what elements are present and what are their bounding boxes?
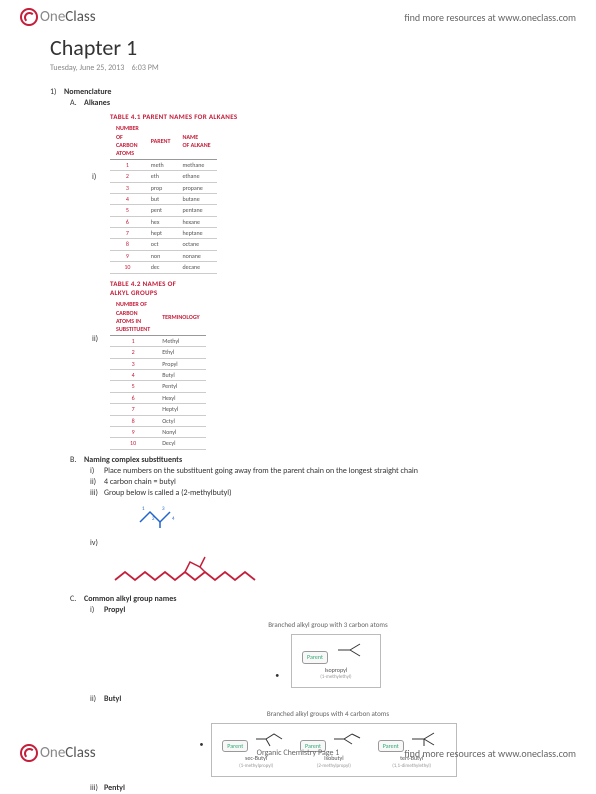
- table-row: 1methmethane: [110, 159, 217, 170]
- parent-tag: Parent: [302, 651, 328, 663]
- roman-i: i): [92, 172, 96, 183]
- svg-text:3: 3: [162, 506, 165, 512]
- svg-text:1: 1: [142, 506, 145, 512]
- section-B: B.Naming complex substituents: [70, 455, 546, 466]
- table-4-2-body: NUMBER OF CARBONATOMS IN SUBSTITUENT TER…: [110, 299, 206, 449]
- logo-icon: [20, 8, 38, 26]
- table-4-1-title: TABLE 4.1 PARENT NAMES FOR ALKANES: [110, 112, 546, 122]
- footer-resources-link[interactable]: find more resources at www.oneclass.com: [404, 747, 576, 760]
- table-row: 4butbutane: [110, 193, 217, 204]
- logo: OneClass: [20, 8, 96, 26]
- table-row: 1Methyl: [110, 335, 206, 346]
- content-area: Chapter 1 Tuesday, June 25, 2013 6:03 PM…: [0, 34, 596, 794]
- table-row: 8Octyl: [110, 415, 206, 426]
- table-row: 7Heptyl: [110, 404, 206, 415]
- item-B-i: i)Place numbers on the substituent going…: [90, 466, 546, 477]
- item-C-iii: iii)Pentyl: [90, 783, 546, 794]
- page-date: Tuesday, June 25, 2013 6:03 PM: [50, 63, 546, 73]
- table-row: 10Decyl: [110, 438, 206, 449]
- page-header: OneClass find more resources at www.onec…: [0, 0, 596, 34]
- table-row: 4Butyl: [110, 369, 206, 380]
- table-row: 2Ethyl: [110, 347, 206, 358]
- page-footer: OneClass find more resources at www.onec…: [0, 736, 596, 770]
- table-4-1-body: NUMBER OFCARBON ATOMS PARENT NAMEOF ALKA…: [110, 123, 217, 273]
- item-B-iii: iii)Group below is called a (2-methylbut…: [90, 488, 546, 499]
- table-row: 6hexhexane: [110, 216, 217, 227]
- item-C-ii: ii)Butyl: [90, 694, 546, 705]
- table-row: 3proppropane: [110, 182, 217, 193]
- isopropyl-box: Parent Isopropyl (1-methylethyl): [291, 634, 381, 688]
- section-1: 1)Nomenclature: [50, 87, 546, 98]
- item-B-iv: iv): [90, 538, 546, 549]
- table-4-2-title: TABLE 4.2 NAMES OFALKYL GROUPS: [110, 279, 546, 299]
- page-title: Chapter 1: [50, 34, 546, 61]
- table-row: 6Hexyl: [110, 392, 206, 403]
- propyl-caption: Branched alkyl group with 3 carbon atoms: [110, 620, 546, 630]
- section-A: A.Alkanes: [70, 98, 546, 109]
- isopropyl-structure: [330, 641, 370, 659]
- table-row: 2ethethane: [110, 171, 217, 182]
- table-row: 9nonnonane: [110, 250, 217, 261]
- table-row: 8octoctane: [110, 239, 217, 250]
- table-row: 5pentpentane: [110, 205, 217, 216]
- structure-zigzag: [110, 552, 310, 587]
- table-row: 10decdecane: [110, 262, 217, 273]
- bullet: •: [275, 671, 279, 681]
- footer-logo: OneClass: [20, 744, 96, 762]
- table-row: 5Pentyl: [110, 381, 206, 392]
- section-C: C.Common alkyl group names: [70, 594, 546, 605]
- outline: 1)Nomenclature A.Alkanes i) TABLE 4.1 PA…: [50, 87, 546, 794]
- resources-link[interactable]: find more resources at www.oneclass.com: [404, 11, 576, 24]
- logo-text: OneClass: [40, 8, 96, 26]
- footer-logo-text: OneClass: [40, 744, 96, 762]
- table-row: 3Propyl: [110, 358, 206, 369]
- footer-logo-icon: [20, 744, 38, 762]
- table-4-1: i) TABLE 4.1 PARENT NAMES FOR ALKANES NU…: [110, 112, 546, 273]
- propyl-group: Branched alkyl group with 3 carbon atoms…: [110, 620, 546, 688]
- butyl-caption: Branched alkyl groups with 4 carbon atom…: [110, 709, 546, 719]
- table-row: 7heptheptane: [110, 228, 217, 239]
- item-C-i: i)Propyl: [90, 605, 546, 616]
- structure-methylbutyl: 1 2 3 4: [110, 502, 210, 530]
- item-B-ii: ii)4 carbon chain = butyl: [90, 477, 546, 488]
- roman-ii: ii): [92, 334, 98, 345]
- table-row: 9Nonyl: [110, 426, 206, 437]
- table-4-2: ii) TABLE 4.2 NAMES OFALKYL GROUPS NUMBE…: [110, 279, 546, 450]
- svg-text:4: 4: [172, 516, 175, 522]
